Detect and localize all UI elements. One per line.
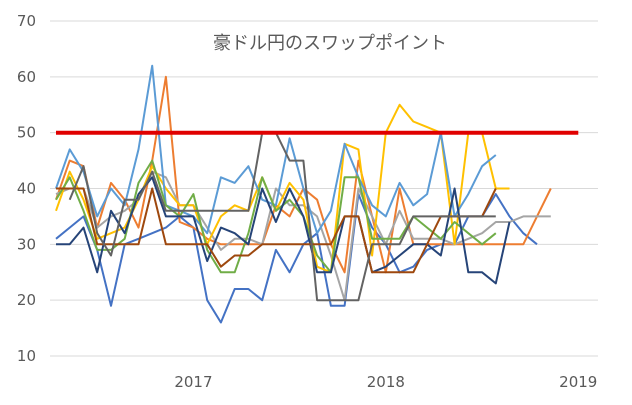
y-tick-label: 60 xyxy=(17,68,36,86)
y-tick-label: 40 xyxy=(17,180,36,198)
axis-labels: 10 20 30 40 50 60 70 2017 2018 2019 xyxy=(17,12,597,391)
y-tick-label: 50 xyxy=(17,124,36,142)
series-line-8 xyxy=(56,187,497,274)
x-tick-label: 2017 xyxy=(174,373,212,391)
y-tick-label: 20 xyxy=(17,291,36,309)
series-line-9 xyxy=(68,131,496,302)
x-tick-label: 2018 xyxy=(367,373,405,391)
series-lines xyxy=(55,64,579,324)
y-tick-label: 30 xyxy=(17,235,36,253)
series-line-1 xyxy=(55,193,538,324)
y-tick-label: 70 xyxy=(17,12,36,30)
x-tick-label: 2019 xyxy=(559,373,597,391)
y-tick-label: 10 xyxy=(17,347,36,365)
gridlines xyxy=(50,20,598,357)
series-line-7 xyxy=(56,176,511,285)
series-line-5 xyxy=(55,64,497,235)
chart-title: 豪ドル円のスワップポイント xyxy=(213,33,447,54)
